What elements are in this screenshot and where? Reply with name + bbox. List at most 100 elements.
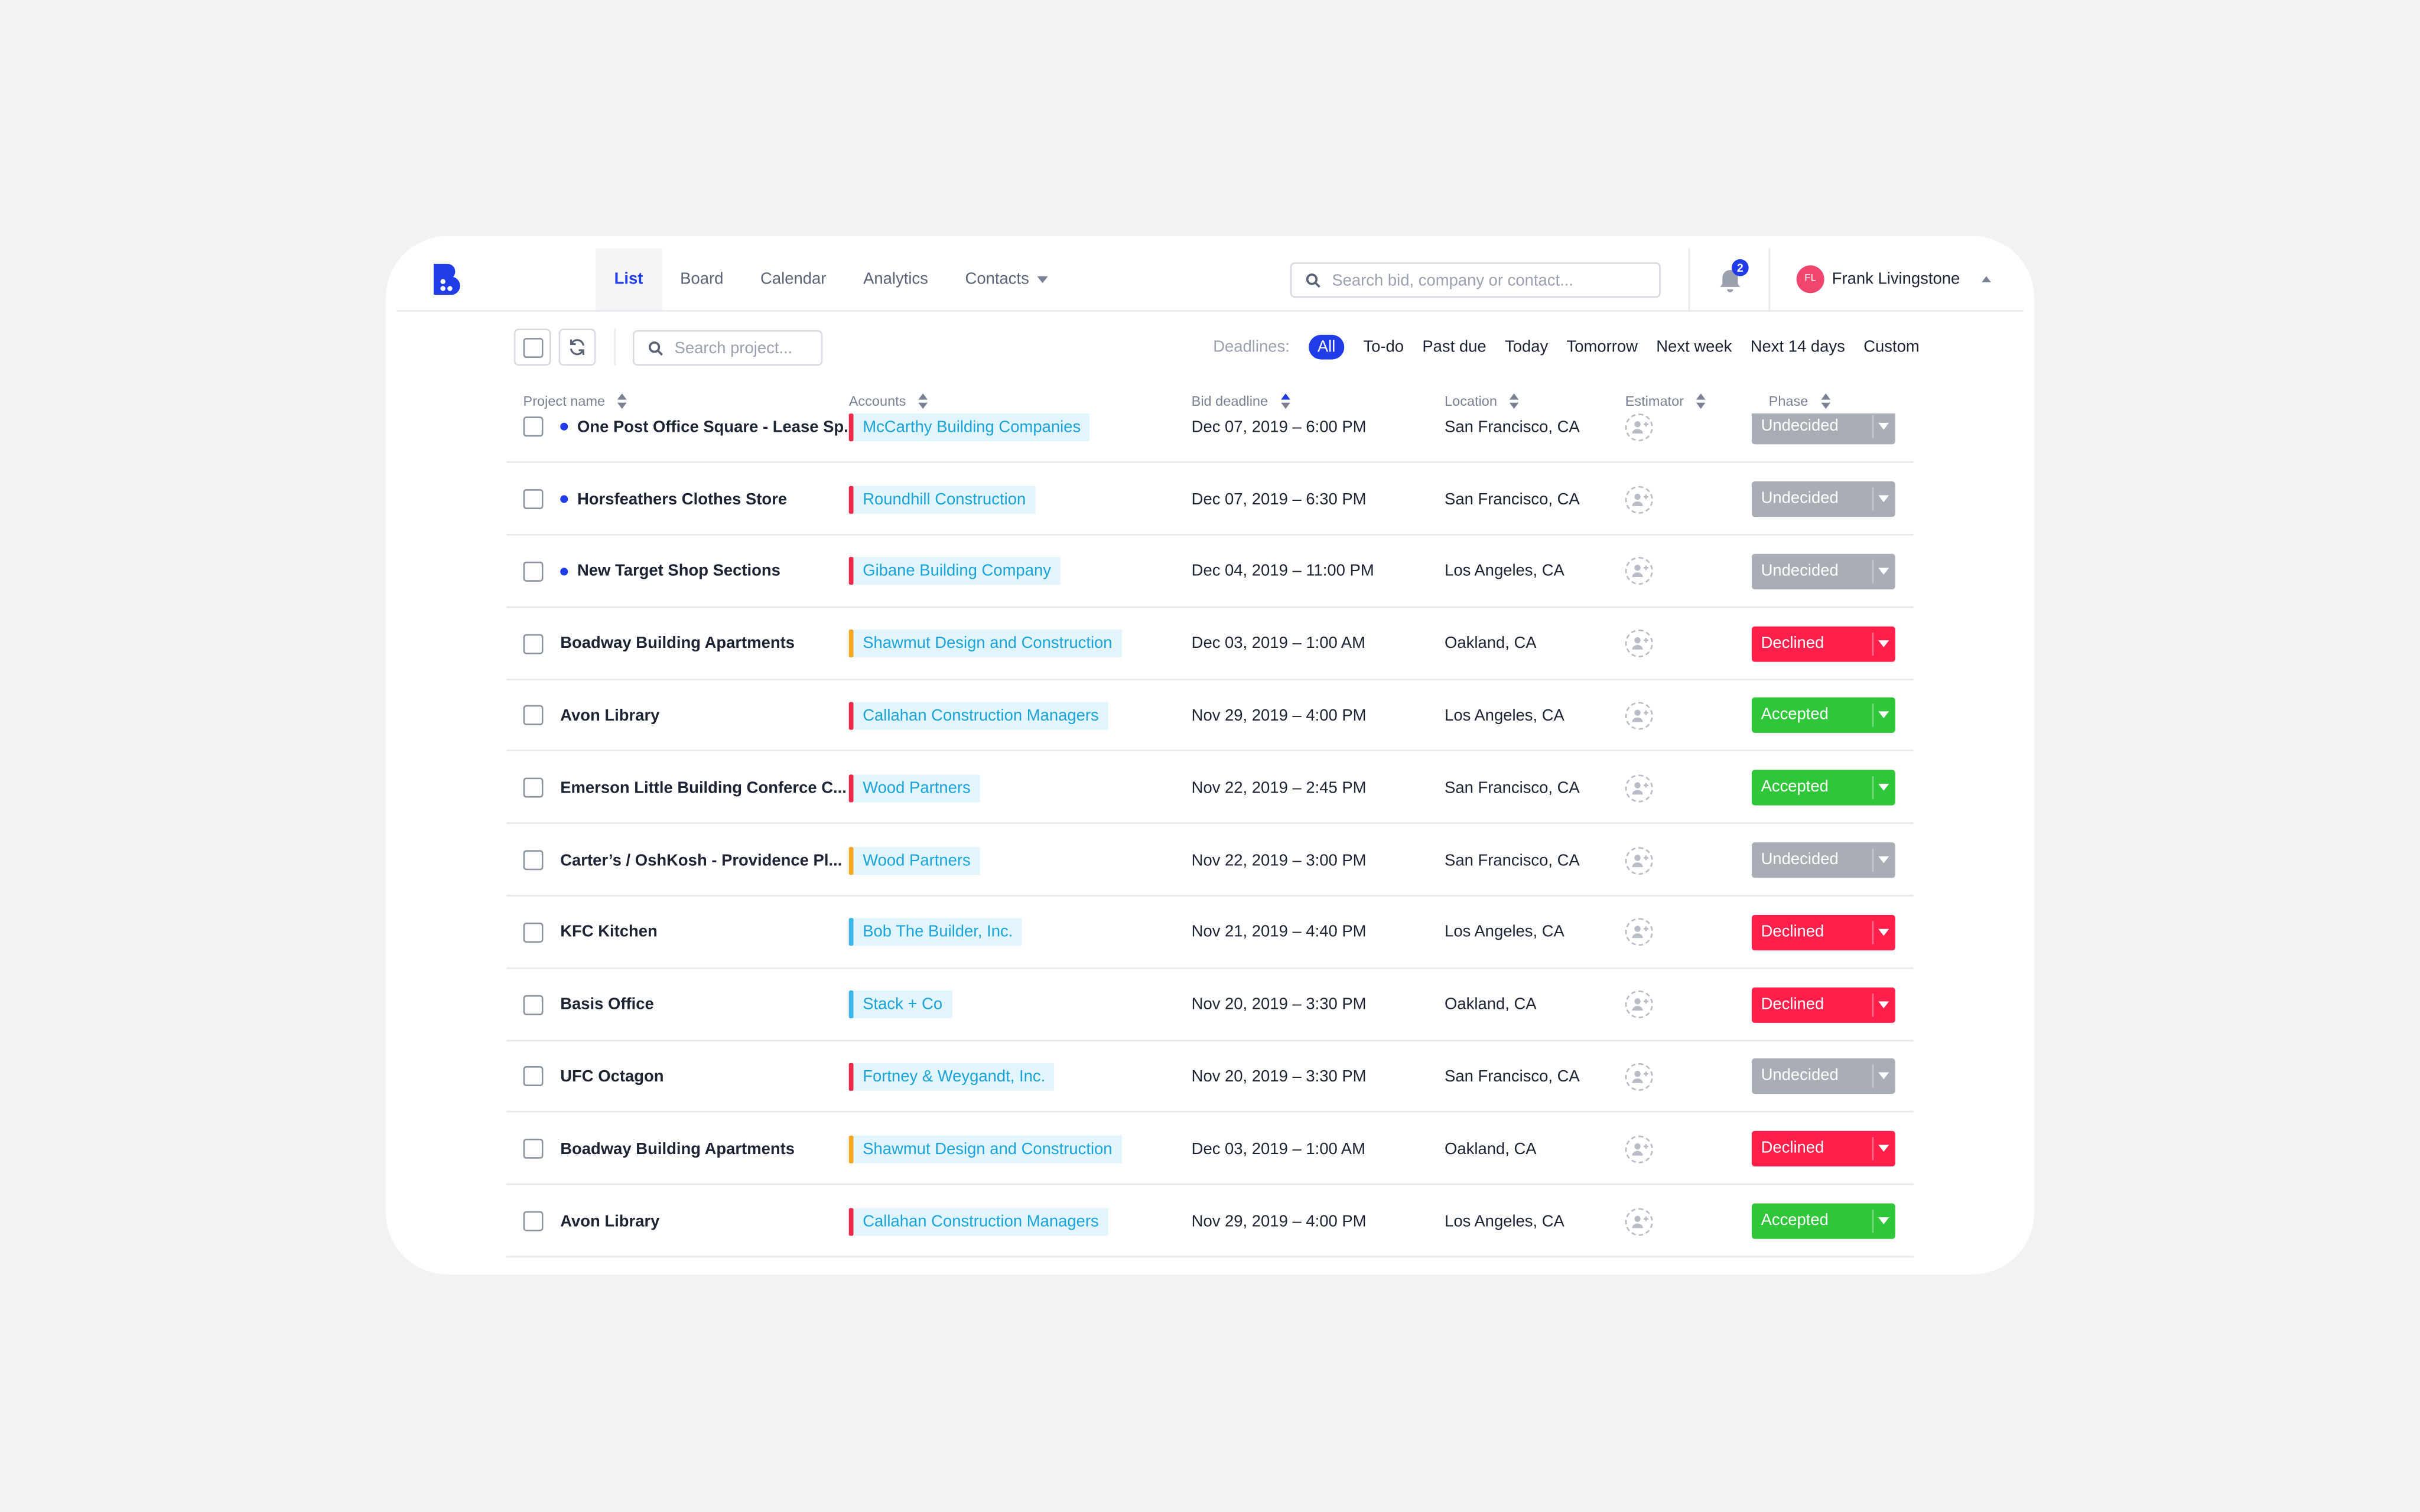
column-header[interactable]: Location (1445, 393, 1519, 409)
project-name[interactable]: New Target Shop Sections (577, 562, 780, 581)
assign-estimator[interactable] (1625, 558, 1653, 586)
phase-dropdown[interactable]: Declined (1751, 914, 1895, 950)
table-row[interactable]: One Post Office Square - Lease Sp... McCa… (506, 413, 1914, 464)
phase-dropdown[interactable]: Undecided (1751, 553, 1895, 589)
account-tag[interactable]: Stack + Co (853, 990, 952, 1019)
account-tag[interactable]: Wood Partners (853, 774, 980, 802)
assign-estimator[interactable] (1625, 702, 1653, 730)
nav-tab[interactable]: Calendar (742, 249, 845, 310)
project-search[interactable]: Search project... (633, 330, 823, 366)
phase-dropdown[interactable]: Accepted (1751, 770, 1895, 806)
row-checkbox[interactable] (523, 922, 544, 943)
row-checkbox[interactable] (523, 1211, 544, 1231)
account-tag[interactable]: Shawmut Design and Construction (853, 630, 1122, 658)
table-row[interactable]: UFC Octagon Fortney & Weygandt, Inc. Nov 2… (506, 1041, 1914, 1113)
deadline-filter[interactable]: All (1308, 334, 1345, 360)
row-checkbox[interactable] (523, 1139, 544, 1159)
project-name[interactable]: Basis Office (560, 995, 654, 1014)
assign-estimator[interactable] (1625, 918, 1653, 947)
row-checkbox[interactable] (523, 489, 544, 510)
account-tag[interactable]: Shawmut Design and Construction (853, 1135, 1122, 1164)
assign-estimator[interactable] (1625, 1135, 1653, 1164)
project-name[interactable]: Avon Library (560, 1212, 660, 1231)
refresh-button[interactable] (558, 328, 596, 366)
user-menu-caret[interactable] (1980, 275, 1993, 284)
account-tag[interactable]: Callahan Construction Managers (853, 1207, 1108, 1236)
user-avatar[interactable]: FL (1796, 265, 1824, 294)
user-name[interactable]: Frank Livingstone (1832, 270, 1960, 289)
table-row[interactable]: Avon Library Callahan Construction Manage… (506, 1185, 1914, 1257)
project-name[interactable]: Boadway Building Apartments (560, 1139, 795, 1159)
table-row[interactable]: New Target Shop Sections Gibane Building … (506, 535, 1914, 608)
row-checkbox[interactable] (523, 778, 544, 799)
table-row[interactable]: KFC Kitchen Bob The Builder, Inc. Nov 21, … (506, 897, 1914, 969)
select-all[interactable] (513, 328, 551, 366)
logo[interactable] (432, 263, 463, 295)
assign-estimator[interactable] (1625, 846, 1653, 875)
row-checkbox[interactable] (523, 633, 544, 654)
table-row[interactable]: Basis Office Stack + Co Nov 20, 2019 – 3:3… (506, 969, 1914, 1041)
account-tag[interactable]: Gibane Building Company (853, 558, 1061, 586)
account-tag[interactable]: Roundhill Construction (853, 485, 1035, 513)
row-checkbox[interactable] (523, 417, 544, 438)
account-tag[interactable]: Wood Partners (853, 846, 980, 875)
table-row[interactable]: Boadway Building Apartments Shawmut Desig… (506, 1113, 1914, 1185)
deadline-filter[interactable]: Past due (1422, 338, 1487, 357)
project-name[interactable]: Carter’s / OshKosh - Providence Pl... (560, 850, 843, 870)
deadline-filter[interactable]: Today (1504, 338, 1549, 357)
nav-tab[interactable]: Analytics (845, 249, 946, 310)
phase-dropdown[interactable]: Accepted (1751, 1203, 1895, 1239)
account-tag[interactable]: Callahan Construction Managers (853, 702, 1108, 730)
table-row[interactable]: Horsfeathers Clothes Store Roundhill Cons… (506, 463, 1914, 536)
notifications[interactable]: 2 (1716, 259, 1749, 293)
account-tag[interactable]: Fortney & Weygandt, Inc. (853, 1063, 1055, 1091)
nav-tab[interactable]: List (596, 248, 662, 311)
project-name[interactable]: Emerson Little Building Conferce C... (560, 778, 847, 797)
deadline-filter[interactable]: Next 14 days (1750, 338, 1845, 357)
account-tag[interactable]: Bob The Builder, Inc. (853, 918, 1023, 947)
project-name[interactable]: Avon Library (560, 706, 660, 725)
phase-dropdown[interactable]: Undecided (1751, 1059, 1895, 1095)
project-name[interactable]: One Post Office Square - Lease Sp... (577, 418, 858, 436)
deadline-filter[interactable]: Custom (1863, 338, 1920, 357)
table-row[interactable]: Avon Library Callahan Construction Manage… (506, 680, 1914, 752)
project-name[interactable]: KFC Kitchen (560, 923, 658, 942)
assign-estimator[interactable] (1625, 990, 1653, 1019)
column-header[interactable]: Project name (523, 393, 627, 409)
phase-dropdown[interactable]: Accepted (1751, 698, 1895, 734)
row-checkbox[interactable] (523, 706, 544, 726)
column-header[interactable]: Accounts (849, 393, 928, 409)
deadline-filter[interactable]: Next week (1656, 338, 1732, 357)
assign-estimator[interactable] (1625, 1207, 1653, 1236)
deadline-filter[interactable]: To-do (1363, 338, 1404, 357)
global-search[interactable]: Search bid, company or contact... (1290, 262, 1661, 298)
assign-estimator[interactable] (1625, 774, 1653, 802)
deadline-filter[interactable]: Tomorrow (1566, 338, 1638, 357)
phase-dropdown[interactable]: Undecided (1751, 481, 1895, 517)
row-checkbox[interactable] (523, 561, 544, 582)
row-checkbox[interactable] (523, 995, 544, 1015)
phase-dropdown[interactable]: Undecided (1751, 413, 1895, 445)
nav-tab[interactable]: Board (662, 249, 742, 310)
assign-estimator[interactable] (1625, 630, 1653, 658)
row-checkbox[interactable] (523, 1067, 544, 1087)
phase-dropdown[interactable]: Declined (1751, 625, 1895, 662)
column-header[interactable]: Bid deadline (1192, 393, 1290, 409)
table-row[interactable]: Carter’s / OshKosh - Providence Pl... Woo… (506, 824, 1914, 897)
nav-tab[interactable]: Contacts (946, 249, 1066, 310)
column-header[interactable]: Estimator (1625, 393, 1706, 409)
project-name[interactable]: Horsfeathers Clothes Store (577, 490, 788, 509)
table-row[interactable]: Boadway Building Apartments Shawmut Desig… (506, 608, 1914, 680)
table-row[interactable]: Emerson Little Building Conferce C... Woo… (506, 752, 1914, 825)
assign-estimator[interactable] (1625, 485, 1653, 513)
column-header[interactable]: Phase (1769, 393, 1830, 409)
assign-estimator[interactable] (1625, 413, 1653, 441)
assign-estimator[interactable] (1625, 1063, 1653, 1091)
project-name[interactable]: UFC Octagon (560, 1067, 664, 1086)
row-checkbox[interactable] (523, 850, 544, 871)
phase-dropdown[interactable]: Declined (1751, 987, 1895, 1023)
account-tag[interactable]: McCarthy Building Companies (853, 413, 1090, 441)
phase-dropdown[interactable]: Undecided (1751, 842, 1895, 878)
project-name[interactable]: Boadway Building Apartments (560, 634, 795, 653)
phase-dropdown[interactable]: Declined (1751, 1131, 1895, 1167)
